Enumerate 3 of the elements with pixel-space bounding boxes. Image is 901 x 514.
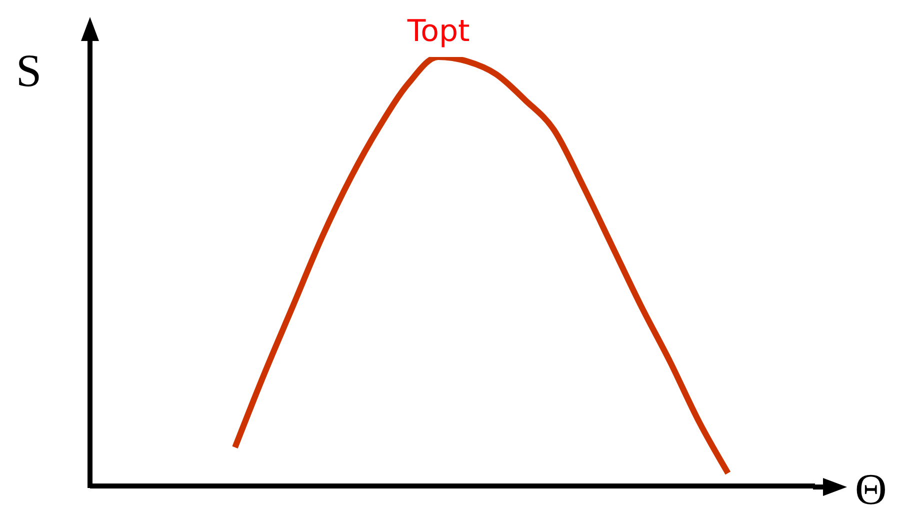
y-axis-title: S <box>16 45 42 96</box>
x-axis-title: Θ <box>855 465 887 514</box>
text: Topt <box>406 14 470 49</box>
